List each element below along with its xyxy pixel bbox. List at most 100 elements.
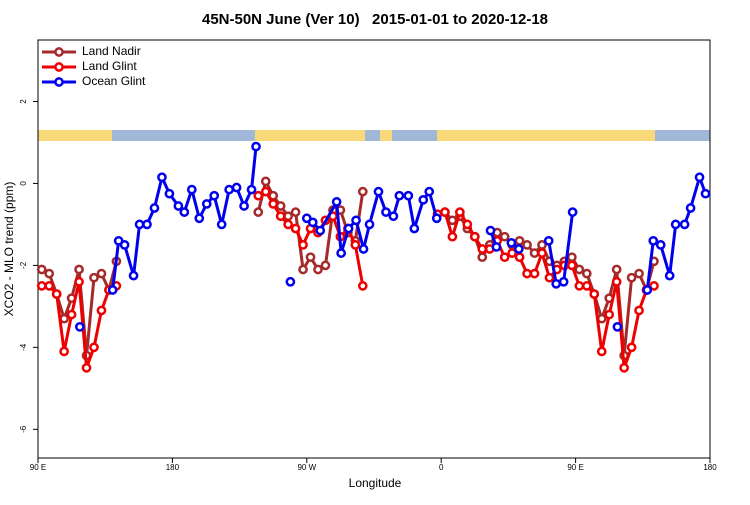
data-point [567,207,578,217]
data-point [507,248,517,258]
data-point [268,199,279,209]
data-point [700,188,711,199]
data-point [514,235,525,246]
data-point [409,223,420,234]
data-point [350,240,361,250]
data-point [694,172,705,183]
data-point [343,223,354,234]
y-tick-label: -4 [19,343,28,351]
x-tick-label: 180 [166,463,180,472]
data-point [551,278,562,289]
data-point [36,281,47,291]
legend-label: Land Nadir [82,44,141,58]
data-point [285,276,296,287]
data-point [596,346,607,357]
data-point [246,184,257,195]
data-point [604,309,615,320]
data-point [514,244,524,254]
data-point [331,197,342,207]
data-point [499,252,510,263]
data-point [388,211,399,222]
data-point [315,225,326,236]
data-point [418,194,429,205]
data-point [431,213,442,224]
data-point [275,201,286,211]
data-point [499,231,510,242]
data-point [283,219,293,230]
y-axis-title: XCO2 - MLO trend (ppm) [2,182,16,317]
data-point [253,190,264,201]
data-point [491,242,502,252]
data-point [522,240,532,250]
data-point [364,219,375,230]
data-point [648,235,659,246]
data-point [157,172,167,183]
data-point [529,248,540,258]
data-point [642,285,653,295]
data-point [611,276,622,287]
data-point [290,223,301,234]
data-point [142,219,152,230]
data-point [320,260,331,271]
data-point [506,238,517,248]
land-band [38,130,112,141]
data-point [558,276,569,287]
data-point [201,199,212,209]
x-axis-title: Longitude [349,476,402,490]
data-point [440,207,450,217]
data-point [581,281,592,291]
data-point [664,270,675,281]
data-point [179,207,190,217]
data-point [307,217,318,228]
data-point [462,219,473,230]
data-point [514,252,525,263]
x-tick-label: 90 E [567,463,583,472]
land-band [437,130,655,141]
y-tick-label: -2 [19,261,28,269]
data-point [567,260,577,271]
x-tick-label: 0 [439,463,444,472]
data-point [477,244,488,254]
data-point [351,215,361,226]
data-point [44,268,55,279]
x-tick-label: 180 [703,463,717,472]
data-point [581,268,592,279]
x-tick-label: 90 E [30,463,46,472]
data-point [51,289,62,299]
data-point [685,203,696,213]
legend-marker [54,47,64,57]
data-point [253,207,264,217]
data-point [128,270,139,281]
data-point [89,272,99,283]
data-point [447,215,458,226]
y-tick-label: -6 [19,425,28,433]
data-point [224,184,234,195]
data-point [670,219,681,230]
data-point [619,362,629,373]
data-point [543,235,554,246]
data-point [403,190,414,201]
data-point [231,182,242,193]
chart-title: 45N-50N June (Ver 10) 2015-01-01 to 2020… [202,11,548,28]
data-point [544,272,555,283]
data-point [574,281,585,291]
data-point [424,186,435,197]
data-point [164,188,175,199]
data-point [275,211,286,222]
data-point [336,248,346,258]
ocean-band [38,130,710,141]
land-band [380,130,392,141]
data-point [89,342,99,353]
legend-marker [54,77,64,87]
data-point [96,268,107,279]
data-point [649,281,659,291]
data-point [81,362,92,373]
data-point [612,322,623,332]
plot-frame [37,39,711,459]
data-point [358,244,369,254]
data-point [537,248,547,258]
data-point [74,322,85,332]
data-point [574,264,585,275]
